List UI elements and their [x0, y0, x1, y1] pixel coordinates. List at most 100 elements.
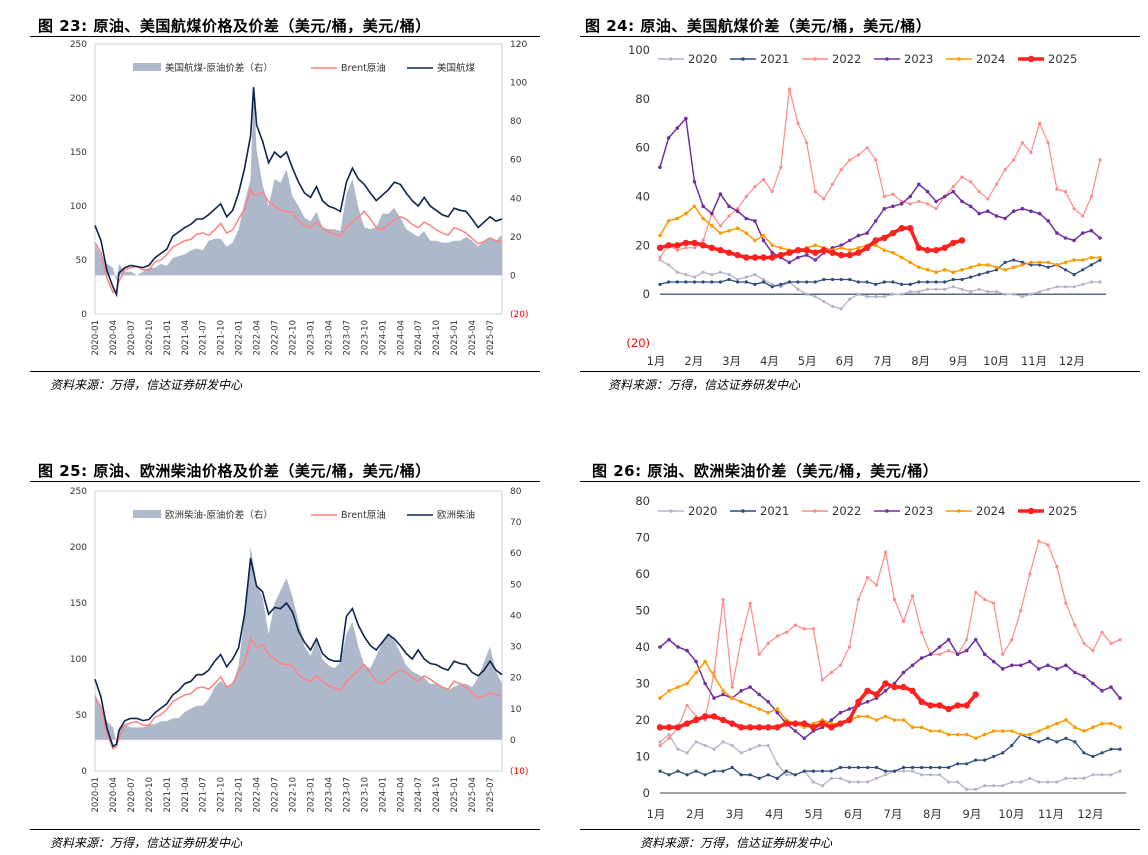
- chart26-point-2022: [865, 576, 870, 580]
- chart26-point-2020: [883, 773, 888, 777]
- chart24-x-tick-label: 7月: [873, 354, 892, 368]
- chart24-point-2025: [769, 254, 776, 261]
- chart24-point-2020: [830, 304, 835, 308]
- chart24-point-2021: [787, 280, 792, 284]
- chart24-point-2023: [761, 238, 766, 243]
- chart26-point-2022: [685, 703, 689, 708]
- chart23-y2-tick-label: 20: [510, 233, 522, 243]
- chart24-point-2024: [1063, 260, 1068, 265]
- chart26-point-2025: [900, 683, 907, 691]
- chart26-point-2021: [847, 765, 852, 770]
- chart24-point-2020: [943, 287, 947, 291]
- chart24-point-2023: [917, 182, 921, 187]
- chart24-x-tick-label: 8月: [911, 354, 930, 368]
- chart24-point-2023: [770, 250, 774, 255]
- chart26-x-tick-label: 9月: [963, 807, 982, 821]
- chart24-point-2024: [1055, 263, 1059, 267]
- chart23-x-tick-label: 2022-01: [235, 320, 245, 356]
- chart25-y2-tick-label: 40: [510, 611, 522, 621]
- chart24-point-2023: [1029, 209, 1033, 213]
- chart24-point-2023: [804, 253, 809, 257]
- chart26-point-2021: [667, 773, 671, 777]
- chart23-x-tick-label: 2020-04: [109, 320, 119, 356]
- chart26-point-2024: [883, 714, 888, 719]
- chart26-series-line-2022: [659, 540, 1121, 746]
- chart24-point-2024: [925, 268, 930, 272]
- chart23-x-tick-label: 2022-07: [271, 320, 281, 356]
- chart24-point-2023: [977, 211, 981, 216]
- chart26-y-tick-label: 80: [635, 494, 650, 508]
- chart26-point-2022: [730, 685, 734, 689]
- chart24-point-2021: [736, 280, 740, 284]
- chart24-point-2022: [1046, 141, 1050, 145]
- chart24-x-tick-label: 1月: [647, 354, 666, 368]
- chart26-point-2020: [1109, 773, 1113, 777]
- chart26-point-2020: [703, 743, 707, 748]
- chart24-point-2020: [1046, 287, 1050, 291]
- chart26-point-2024: [730, 696, 734, 700]
- chart24-point-2021: [874, 282, 878, 286]
- chart26-point-2025: [936, 702, 943, 709]
- chart24-point-2025: [907, 225, 914, 232]
- chart24-point-2022: [1012, 158, 1016, 162]
- chart24-point-2020: [1089, 280, 1093, 284]
- chart24-point-2021: [1003, 260, 1007, 264]
- chart26-point-2024: [775, 707, 780, 711]
- chart24-point-2024: [994, 265, 999, 270]
- chart24-point-2021: [1063, 268, 1068, 272]
- chart24-point-2020: [1081, 282, 1085, 286]
- chart24-point-2021: [882, 280, 886, 284]
- chart23-x-tick-label: 2025-04: [468, 320, 478, 356]
- chart26-point-2025: [810, 724, 817, 731]
- chart24-point-2023: [684, 116, 688, 121]
- chart24-point-2025: [674, 242, 681, 249]
- panel-title-23: 图 23: 原油、美国航煤价格及价差（美元/桶，美元/桶）: [38, 17, 431, 35]
- chart26-point-2022: [1019, 608, 1023, 613]
- chart26-point-2020: [992, 784, 996, 788]
- chart24-point-2023: [1037, 211, 1042, 216]
- chart26-point-2021: [1001, 751, 1005, 755]
- chart26-point-2025: [864, 687, 871, 694]
- chart26-point-2023: [1046, 663, 1050, 668]
- chart26-point-2021: [1046, 736, 1050, 740]
- chart24-point-2020: [684, 273, 688, 277]
- chart24-x-tick-label: 2月: [684, 354, 703, 368]
- chart25-y2-tick-label: 70: [510, 518, 522, 528]
- chart24-point-2025: [699, 242, 707, 249]
- chart26-point-2024: [919, 725, 924, 730]
- chart26-point-2024: [676, 685, 680, 689]
- chart24-point-2024: [951, 270, 956, 275]
- chart24-point-2023: [865, 231, 869, 235]
- chart24-point-2021: [779, 282, 783, 286]
- chart24-point-2021: [943, 280, 947, 284]
- chart24-point-2024: [744, 231, 749, 235]
- chart26-point-2021: [956, 762, 960, 766]
- chart26-point-2022: [793, 623, 797, 627]
- chart26-point-2021: [865, 765, 870, 770]
- chart25-x-tick-label: 2023-01: [306, 777, 316, 813]
- chart26-point-2023: [964, 648, 969, 653]
- chart24-point-2020: [779, 285, 783, 289]
- chart26-point-2021: [694, 769, 698, 773]
- chart26-point-2024: [973, 736, 978, 741]
- chart26-point-2023: [829, 718, 834, 722]
- chart26-point-2021: [910, 765, 915, 770]
- chart24-point-2021: [1012, 258, 1016, 262]
- chart26-point-2023: [1019, 663, 1023, 668]
- chart26-y-tick-label: 60: [635, 567, 650, 581]
- chart26-y-tick-label: 30: [635, 677, 650, 691]
- chart25-y2-tick-label: 60: [510, 549, 522, 559]
- chart24-point-2023: [1020, 206, 1025, 211]
- chart26-point-2021: [1073, 740, 1077, 744]
- chart24-point-2024: [908, 260, 912, 265]
- chart24-point-2025: [717, 247, 724, 254]
- chart25-x-tick-label: 2021-04: [181, 777, 191, 813]
- chart24-point-2020: [1063, 285, 1068, 289]
- chart26-point-2024: [721, 689, 725, 693]
- chart24-point-2022: [830, 182, 835, 186]
- chart24-point-2025: [734, 251, 741, 259]
- chart24-point-2020: [796, 287, 800, 291]
- chart24-point-2024: [761, 233, 766, 238]
- chart24-point-2025: [691, 239, 698, 247]
- chart26-point-2020: [938, 773, 942, 777]
